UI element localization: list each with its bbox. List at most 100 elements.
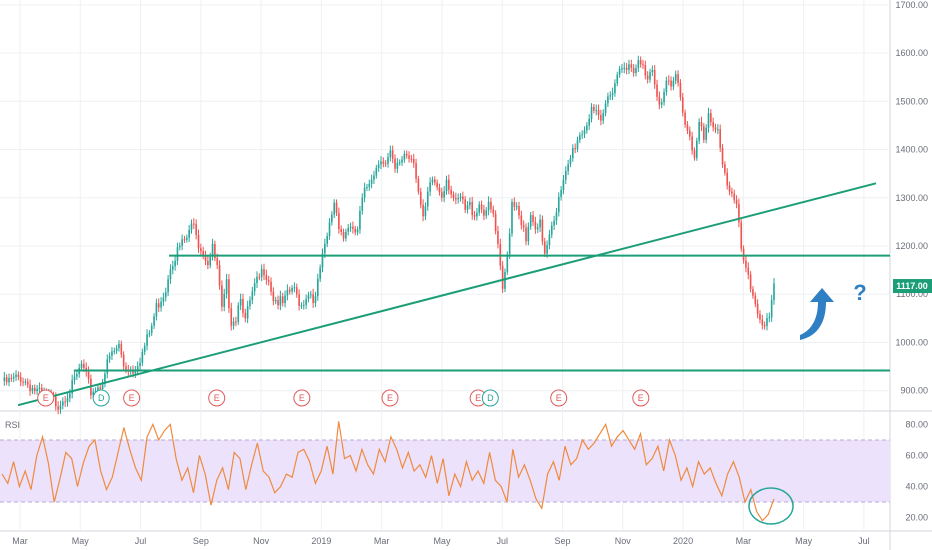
candle-body	[333, 202, 336, 215]
candle-body	[632, 67, 635, 74]
price-axis[interactable]: 1700.00 1600.00 1500.00 1400.00 1300.00 1200.…	[893, 0, 932, 396]
candle-body	[298, 294, 300, 306]
candle-body	[202, 251, 205, 256]
time-tick-label: Sep	[554, 536, 570, 546]
candle-body	[550, 225, 553, 235]
candle-body	[33, 387, 36, 392]
time-tick-label: Mar	[736, 536, 752, 546]
candle-body	[714, 127, 717, 130]
time-axis[interactable]: Mar May Jul Sep Nov 2019 Mar May Jul Sep Nov 2020 Ma…	[12, 536, 869, 546]
candle-body	[223, 293, 226, 307]
rsi-highlight-circle	[748, 487, 794, 525]
candle-body	[457, 198, 460, 200]
candle-body	[637, 60, 640, 68]
candle-body	[555, 212, 558, 221]
candle-body	[719, 129, 722, 148]
candle-body	[314, 296, 317, 304]
candle-body	[174, 260, 176, 267]
rsi-tick-label: 60.00	[905, 450, 928, 460]
candle-body	[167, 279, 169, 293]
candle-body	[543, 241, 546, 254]
candle-body	[139, 362, 141, 367]
candle-body	[405, 153, 408, 156]
candle-body	[31, 387, 34, 392]
candle-body	[101, 383, 104, 390]
rsi-line	[1, 421, 775, 522]
candle-body	[571, 148, 574, 159]
event-marker-circle	[381, 389, 399, 407]
candle-body	[398, 162, 401, 164]
candle-body	[36, 388, 38, 392]
candle-body	[740, 222, 743, 249]
candle-body	[445, 179, 448, 192]
candle-body	[99, 387, 102, 390]
candle-body	[389, 150, 392, 158]
candle-body	[459, 196, 462, 199]
candle-body	[284, 295, 286, 304]
candle-body	[602, 113, 605, 121]
candle-body	[646, 75, 649, 80]
candle-body	[274, 299, 277, 302]
candle-body	[417, 178, 420, 192]
candle-body	[326, 235, 328, 244]
candle-body	[193, 223, 195, 225]
candle-body	[766, 318, 768, 327]
candle-body	[302, 304, 305, 306]
candle-body	[569, 158, 572, 165]
candle-body	[667, 80, 670, 82]
candle-body	[396, 162, 399, 169]
candle-body	[249, 300, 251, 307]
candle-body	[359, 210, 361, 230]
candle-body	[111, 351, 113, 356]
price-tick-label: 1400.00	[895, 145, 928, 155]
candle-body	[281, 296, 284, 304]
candle-body	[501, 265, 504, 289]
candle-body	[448, 179, 450, 190]
candle-body	[370, 179, 373, 184]
candle-body	[69, 393, 71, 399]
time-tick-label: Jul	[858, 536, 870, 546]
candle-body	[707, 113, 710, 128]
candle-body	[536, 227, 539, 230]
candle-body	[342, 231, 345, 239]
candle-body	[527, 226, 530, 242]
time-tick-label: May	[72, 536, 90, 546]
candle-body	[267, 280, 270, 282]
candle-body	[478, 204, 481, 213]
candle-body	[190, 223, 193, 230]
candle-body	[97, 387, 99, 392]
candle-body	[752, 289, 754, 296]
candle-body	[380, 161, 382, 165]
candle-body	[747, 267, 750, 275]
candle-body	[628, 64, 630, 70]
candle-body	[525, 227, 527, 242]
candle-body	[211, 243, 214, 256]
candle-body	[529, 215, 532, 227]
candle-body	[38, 387, 41, 389]
rsi-axis[interactable]: 80.00 60.00 40.00 20.00	[905, 419, 928, 522]
event-marker-label: E	[475, 393, 481, 403]
candle-body	[452, 194, 455, 199]
candle-body	[644, 65, 647, 76]
candle-body	[295, 287, 298, 295]
price-tick-label: 1600.00	[895, 48, 928, 58]
candle-body	[200, 248, 202, 252]
candle-body	[312, 294, 314, 304]
candle-body	[263, 269, 265, 276]
candle-body	[391, 150, 394, 159]
candle-body	[738, 204, 740, 223]
candle-body	[120, 343, 123, 355]
candle-body	[635, 67, 637, 74]
candle-body	[618, 69, 621, 75]
time-tick-label: May	[433, 536, 451, 546]
time-tick-label: 2019	[311, 536, 331, 546]
candle-body	[756, 303, 759, 315]
candle-body	[705, 127, 707, 140]
candle-body	[125, 366, 127, 370]
candle-body	[609, 95, 612, 97]
candle-body	[183, 239, 186, 241]
candle-body	[700, 121, 703, 127]
candle-body	[256, 276, 258, 284]
candle-body	[375, 167, 378, 176]
